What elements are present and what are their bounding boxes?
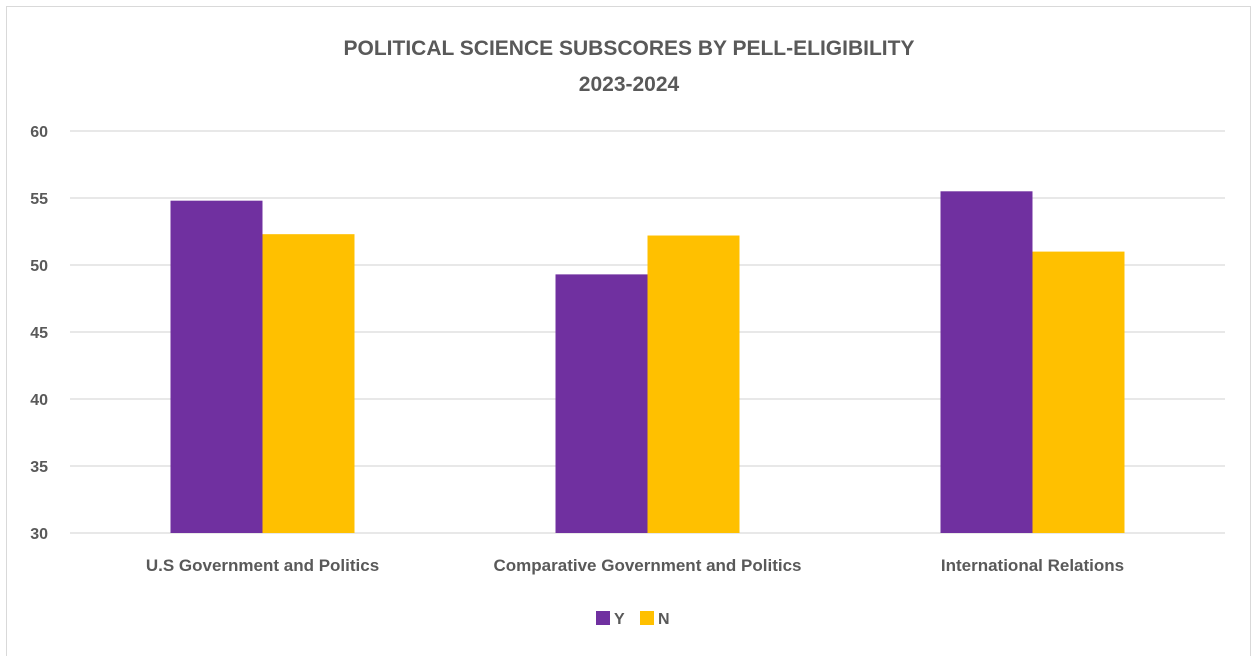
chart-subtitle: 2023-2024: [579, 73, 680, 96]
y-tick-label: 30: [30, 526, 48, 543]
y-tick-label: 35: [30, 459, 48, 476]
bar-n-2: [647, 235, 740, 533]
y-axis-ticks: 30 35 40 45 50 55 60: [30, 124, 48, 543]
x-axis-categories: U.S Government and Politics Comparative G…: [146, 556, 1124, 575]
bar-y-2: [555, 274, 648, 533]
y-tick-label: 55: [30, 191, 48, 208]
bars: [170, 191, 1125, 534]
bar-n-3: [1032, 251, 1125, 533]
legend-label-n: N: [658, 611, 670, 628]
x-category-label: International Relations: [941, 556, 1124, 575]
y-tick-label: 50: [30, 258, 48, 275]
legend-swatch-n: [640, 611, 654, 625]
y-tick-label: 45: [30, 325, 48, 342]
legend-label-y: Y: [614, 611, 625, 628]
chart-title: POLITICAL SCIENCE SUBSCORES BY PELL-ELIG…: [344, 37, 915, 60]
legend-swatch-y: [596, 611, 610, 625]
bar-y-3: [940, 191, 1033, 534]
bar-y-1: [170, 200, 263, 533]
bar-n-1: [262, 234, 355, 533]
x-category-label: Comparative Government and Politics: [494, 556, 802, 575]
x-category-label: U.S Government and Politics: [146, 556, 379, 575]
y-tick-label: 60: [30, 124, 48, 141]
y-tick-label: 40: [30, 392, 48, 409]
